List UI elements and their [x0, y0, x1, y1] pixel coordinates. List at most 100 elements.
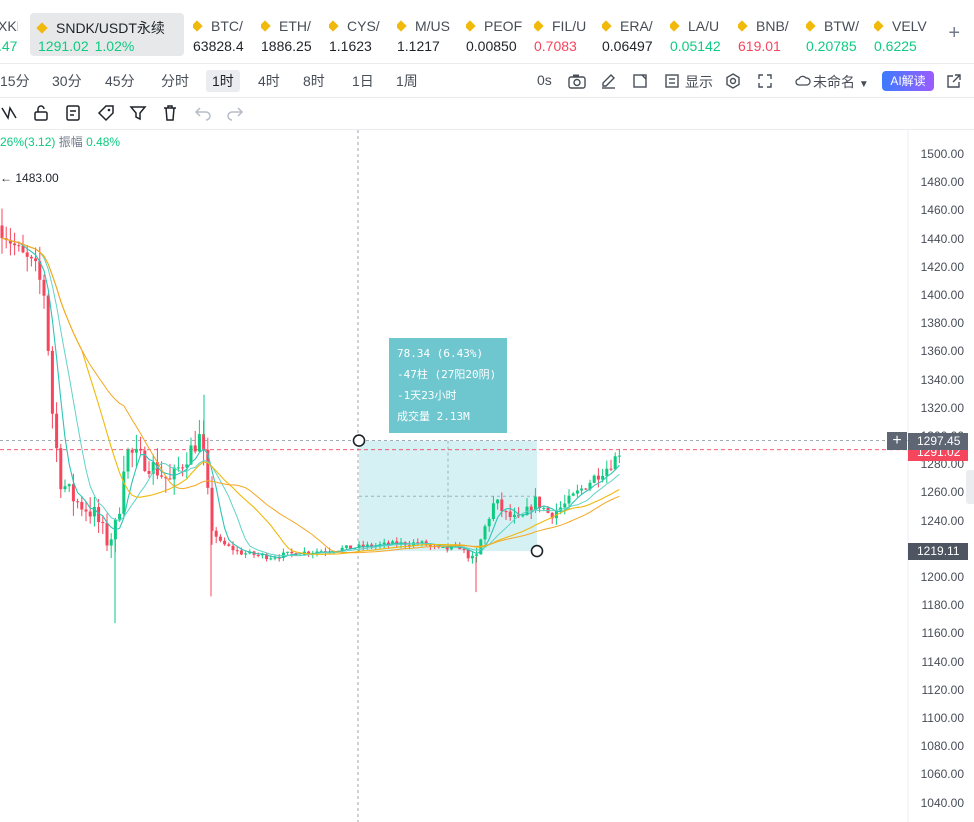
candle-body — [357, 544, 361, 548]
ticker-tab[interactable]: M/US 1.1217 — [397, 0, 455, 63]
axis-tick-label: 1420.00 — [920, 259, 964, 274]
cloud-icon — [795, 75, 811, 86]
trash-icon[interactable] — [161, 104, 179, 122]
ticker-tab[interactable]: XKHY .47 — [0, 0, 18, 63]
unlock-icon[interactable] — [32, 104, 50, 122]
measure-bars: -47柱 (27阳20阴) — [397, 368, 497, 381]
ticker-tab[interactable]: VELV 0.6225 — [874, 0, 930, 63]
candle-body — [80, 501, 84, 510]
candle-body — [496, 499, 500, 504]
candle-body — [508, 511, 512, 517]
candle-body — [185, 464, 189, 468]
interval-2[interactable]: 45分 — [105, 73, 135, 89]
interval-5[interactable]: 4时 — [258, 73, 280, 89]
candle-body — [8, 239, 12, 244]
ticker-tab[interactable]: BTC/63828.4 — [193, 0, 255, 63]
interval-3[interactable]: 分时 — [161, 73, 189, 89]
ticker-price: 1.1623 — [329, 38, 372, 54]
candle-body — [307, 551, 311, 554]
candle-body — [420, 541, 424, 544]
coin-icon — [670, 20, 680, 32]
redo-icon[interactable] — [226, 104, 244, 122]
ticker-tab[interactable]: SNDK/USDT永续 1291.02 1.02% — [30, 13, 184, 56]
candle-body — [181, 467, 185, 469]
ticker-symbol: PEOF — [466, 18, 522, 34]
candle-body — [344, 545, 348, 548]
candle-body — [155, 462, 159, 476]
ticker-symbol: SNDK/USDT永续 — [36, 18, 165, 38]
candle-body — [139, 448, 143, 451]
candle-body — [206, 449, 210, 488]
candle-body — [386, 542, 390, 545]
filter-icon[interactable] — [129, 104, 147, 122]
candle-body — [42, 279, 46, 296]
ticker-tab[interactable]: ETH/1886.25 — [261, 0, 321, 63]
axis-tick-label: 1380.00 — [920, 316, 964, 331]
coin-icon — [36, 22, 48, 34]
coin-icon — [466, 20, 476, 32]
candle-body — [445, 547, 449, 550]
interval-4[interactable]: 1时 — [206, 70, 240, 92]
interval-1[interactable]: 30分 — [52, 73, 82, 89]
candle-body — [244, 553, 248, 555]
coin-icon — [534, 20, 544, 32]
template-icon[interactable] — [64, 104, 82, 122]
interval-7[interactable]: 1日 — [352, 73, 374, 89]
ticker-tab[interactable]: LA/U 0.05142 — [670, 0, 728, 63]
display-icon[interactable] — [664, 73, 680, 89]
candle-body — [126, 449, 130, 472]
coin-icon — [874, 20, 884, 32]
interval-0[interactable]: 15分 — [0, 73, 30, 89]
axis-tick-label: 1080.00 — [920, 739, 964, 754]
candle-body — [59, 448, 63, 490]
high-price-value: 1483.00 — [15, 171, 59, 185]
axis-tick-label: 1180.00 — [921, 598, 965, 613]
interval-6[interactable]: 8时 — [303, 73, 325, 89]
pencil-icon[interactable] — [600, 73, 616, 89]
measure-low-price-tag: 1219.11 — [908, 543, 968, 560]
ticker-tab[interactable]: BTW/0.20785 — [806, 0, 866, 63]
timer-label[interactable]: 0s — [537, 72, 552, 88]
axis-tick-label: 1040.00 — [920, 795, 964, 810]
candle-body — [21, 245, 25, 253]
add-order-plus-button[interactable]: + — [887, 432, 907, 450]
candle-body — [67, 484, 71, 487]
candle-body — [340, 547, 344, 551]
ticker-tab[interactable]: BNB/619.01 — [738, 0, 796, 63]
axis-tick-label: 1340.00 — [920, 372, 964, 387]
note-icon[interactable] — [632, 73, 648, 89]
share-icon[interactable] — [946, 73, 962, 89]
ticker-price: 0.7083 — [534, 38, 577, 54]
ticker-tab[interactable]: PEOF 0.00850 — [466, 0, 526, 63]
candle-body — [361, 544, 365, 548]
interval-8[interactable]: 1周 — [396, 73, 418, 89]
axis-tick-label: 1160.00 — [921, 626, 965, 641]
candle-body — [483, 526, 487, 540]
measure-volume: 成交量 2.13M — [397, 410, 470, 423]
candle-body — [17, 245, 21, 247]
ticker-tab[interactable]: FIL/U 0.7083 — [534, 0, 592, 63]
candle-body — [470, 555, 474, 559]
tag-icon[interactable] — [97, 104, 115, 122]
axis-tick-label: 1440.00 — [920, 231, 964, 246]
magnet-icon[interactable] — [0, 104, 18, 122]
layout-name-dropdown[interactable]: 未命名 ▼ — [813, 72, 869, 92]
side-panel-handle[interactable] — [966, 470, 974, 504]
candle-body — [223, 540, 227, 545]
candle-body — [290, 551, 294, 554]
candlestick-chart[interactable] — [0, 130, 974, 822]
undo-icon[interactable] — [194, 104, 212, 122]
candle-body — [571, 493, 575, 496]
ticker-tab[interactable]: CYS/1.1623 — [329, 0, 389, 63]
ticker-tab[interactable]: ERA/0.06497 — [602, 0, 662, 63]
ma-line-slow — [1, 237, 620, 555]
ticker-symbol: BTW/ — [806, 18, 859, 34]
settings-icon[interactable] — [725, 73, 741, 89]
ticker-change: 1.02% — [94, 38, 135, 54]
add-tab-button[interactable]: + — [948, 22, 960, 44]
display-button[interactable]: 显示 — [685, 74, 713, 90]
ai-interpret-button[interactable]: AI解读 — [882, 71, 934, 91]
ticker-symbol: FIL/U — [534, 18, 586, 34]
fullscreen-icon[interactable] — [757, 73, 773, 89]
camera-icon[interactable] — [568, 73, 586, 89]
